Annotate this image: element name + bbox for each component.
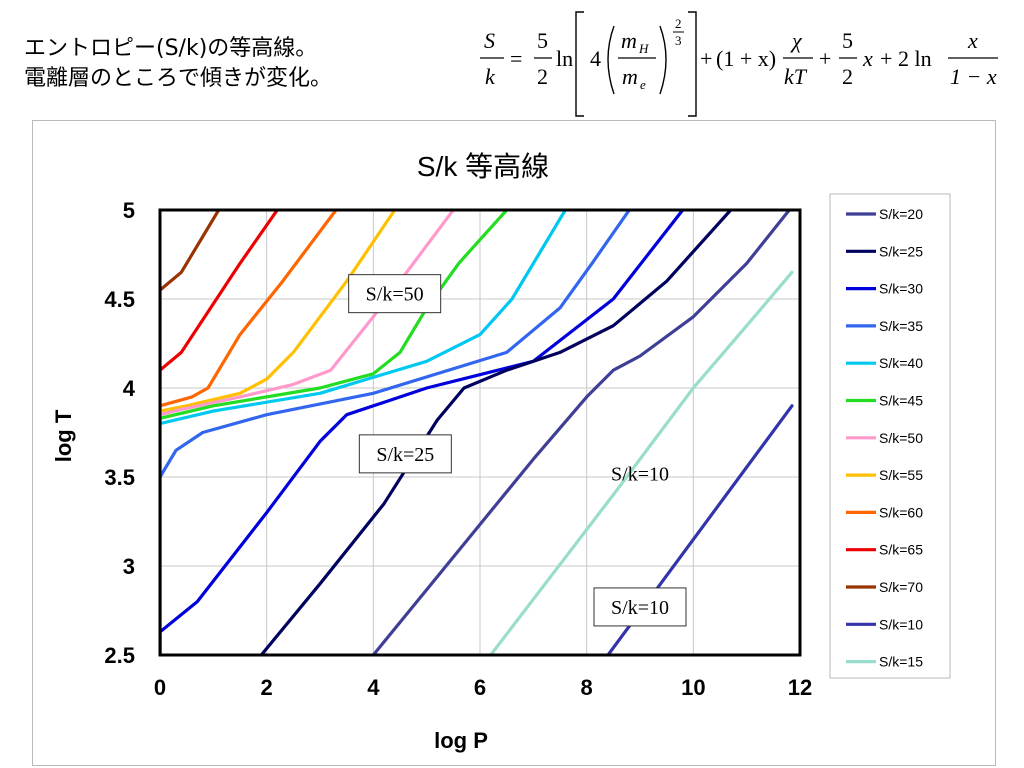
series-line-s-k-35 <box>160 210 631 655</box>
series-line-s-k-25 <box>259 210 733 655</box>
series-line-s-k-20 <box>371 210 791 655</box>
legend-box <box>829 193 951 679</box>
series-line-s-k-45 <box>160 210 509 655</box>
series-line-s-k-70 <box>160 210 221 408</box>
formula-two-ln: 2 ln <box>898 46 932 71</box>
series-line-s-k-60 <box>160 210 338 417</box>
series-line-s-k-50 <box>160 210 455 497</box>
legend-label: S/k=55 <box>879 467 923 483</box>
formula-ln1: ln <box>556 46 573 71</box>
series-lines <box>160 210 794 655</box>
legend-label: S/k=30 <box>879 281 923 297</box>
annotation-label: S/k=10 <box>611 463 669 485</box>
legend-label: S/k=65 <box>879 542 923 558</box>
legend: S/k=20 S/k=25 S/k=30 S/k=35 S/k=40 S/k=45 S/k=… <box>829 193 951 679</box>
legend-label: S/k=25 <box>879 243 923 259</box>
annotation-label: S/k=25 <box>376 444 434 466</box>
x-tick-label: 12 <box>788 675 812 700</box>
series-line-s-k-30 <box>160 210 685 655</box>
formula-mH-sub: H <box>638 41 649 56</box>
formula-kT: kT <box>784 64 808 89</box>
legend-label: S/k=35 <box>879 318 923 334</box>
formula-f1-num: 5 <box>537 28 548 53</box>
annotation-box <box>593 587 687 627</box>
y-tick-label: 5 <box>123 198 135 223</box>
chart-title: S/k 等高線 <box>417 151 549 182</box>
formula-f2-num: 5 <box>842 28 853 53</box>
caption-line-2: 電離層のところで傾きが変化。 <box>24 66 333 91</box>
formula-plus1: + <box>700 46 712 71</box>
formula-me-sub: e <box>640 77 646 92</box>
x-axis-label: log P <box>434 728 488 753</box>
series-line-s-k-55 <box>160 210 397 426</box>
formula-exp-den: 3 <box>675 33 682 48</box>
caption-line-1: エントロピー(S/k)の等高線。 <box>24 36 318 61</box>
formula-one-plus-x: (1 + x) <box>716 46 776 71</box>
legend-label: S/k=40 <box>879 355 923 371</box>
legend-label: S/k=45 <box>879 393 923 409</box>
legend-label: S/k=20 <box>879 206 923 222</box>
formula-plus3: + <box>880 46 892 71</box>
formula-me: m <box>622 64 638 89</box>
series-line-s-k-65 <box>160 210 279 417</box>
legend-label: S/k=50 <box>879 430 923 446</box>
plot-area-border <box>158 208 802 657</box>
annotation-label: S/k=10 <box>611 597 669 619</box>
series-line-s-k-15 <box>489 270 794 655</box>
slide-caption: エントロピー(S/k)の等高線。 電離層のところで傾きが変化。 <box>24 34 332 94</box>
x-tick-label: 2 <box>261 675 273 700</box>
formula-frac-x-den: 1 − x <box>950 64 997 89</box>
x-tick-label: 6 <box>474 675 486 700</box>
y-axis-label: log T <box>51 409 76 462</box>
y-tick-labels: 2.5 3 3.5 4 4.5 5 <box>104 198 135 668</box>
chart-frame: S/k 等高線 0 2 4 6 8 10 12 2.5 3 3.5 4 4.5 5 log P log… <box>32 120 996 766</box>
formula-mH: m <box>621 28 637 53</box>
y-tick-label: 4.5 <box>104 287 135 312</box>
grid <box>159 209 801 656</box>
x-tick-label: 0 <box>154 675 166 700</box>
formula-equals: = <box>510 46 522 71</box>
formula-exp-num: 2 <box>675 16 682 31</box>
y-tick-label: 3.5 <box>104 465 135 490</box>
formula-frac-x-num: x <box>967 28 978 53</box>
legend-label: S/k=70 <box>879 579 923 595</box>
entropy-contour-chart: S/k 等高線 0 2 4 6 8 10 12 2.5 3 3.5 4 4.5 5 log P log… <box>51 151 951 753</box>
formula-four: 4 <box>590 46 601 71</box>
formula-lhs-den: k <box>485 64 496 89</box>
entropy-formula: S k = 5 2 ln 4 m H m e 2 3 + (1 + x) χ k… <box>480 11 998 117</box>
x-tick-label: 8 <box>581 675 593 700</box>
annotation-box <box>358 434 452 474</box>
annotation-box <box>348 274 442 314</box>
y-tick-label: 3 <box>123 554 135 579</box>
legend-label: S/k=10 <box>879 616 923 632</box>
annotations: S/k=50 S/k=25 S/k=10 S/k=10 <box>348 274 687 627</box>
legend-label: S/k=60 <box>879 504 923 520</box>
x-tick-label: 10 <box>681 675 705 700</box>
annotation-label: S/k=50 <box>366 284 424 306</box>
x-tick-label: 4 <box>367 675 380 700</box>
formula-f1-den: 2 <box>537 64 548 89</box>
formula-x-term: x <box>862 46 873 71</box>
formula-lhs-num: S <box>484 28 495 53</box>
y-tick-label: 4 <box>123 376 136 401</box>
legend-label: S/k=15 <box>879 654 923 670</box>
series-line-s-k-40 <box>160 210 567 655</box>
x-tick-labels: 0 2 4 6 8 10 12 <box>154 675 812 700</box>
formula-f2-den: 2 <box>842 64 853 89</box>
formula-plus2: + <box>819 46 831 71</box>
formula-chi: χ <box>790 28 803 53</box>
y-tick-label: 2.5 <box>104 643 135 668</box>
